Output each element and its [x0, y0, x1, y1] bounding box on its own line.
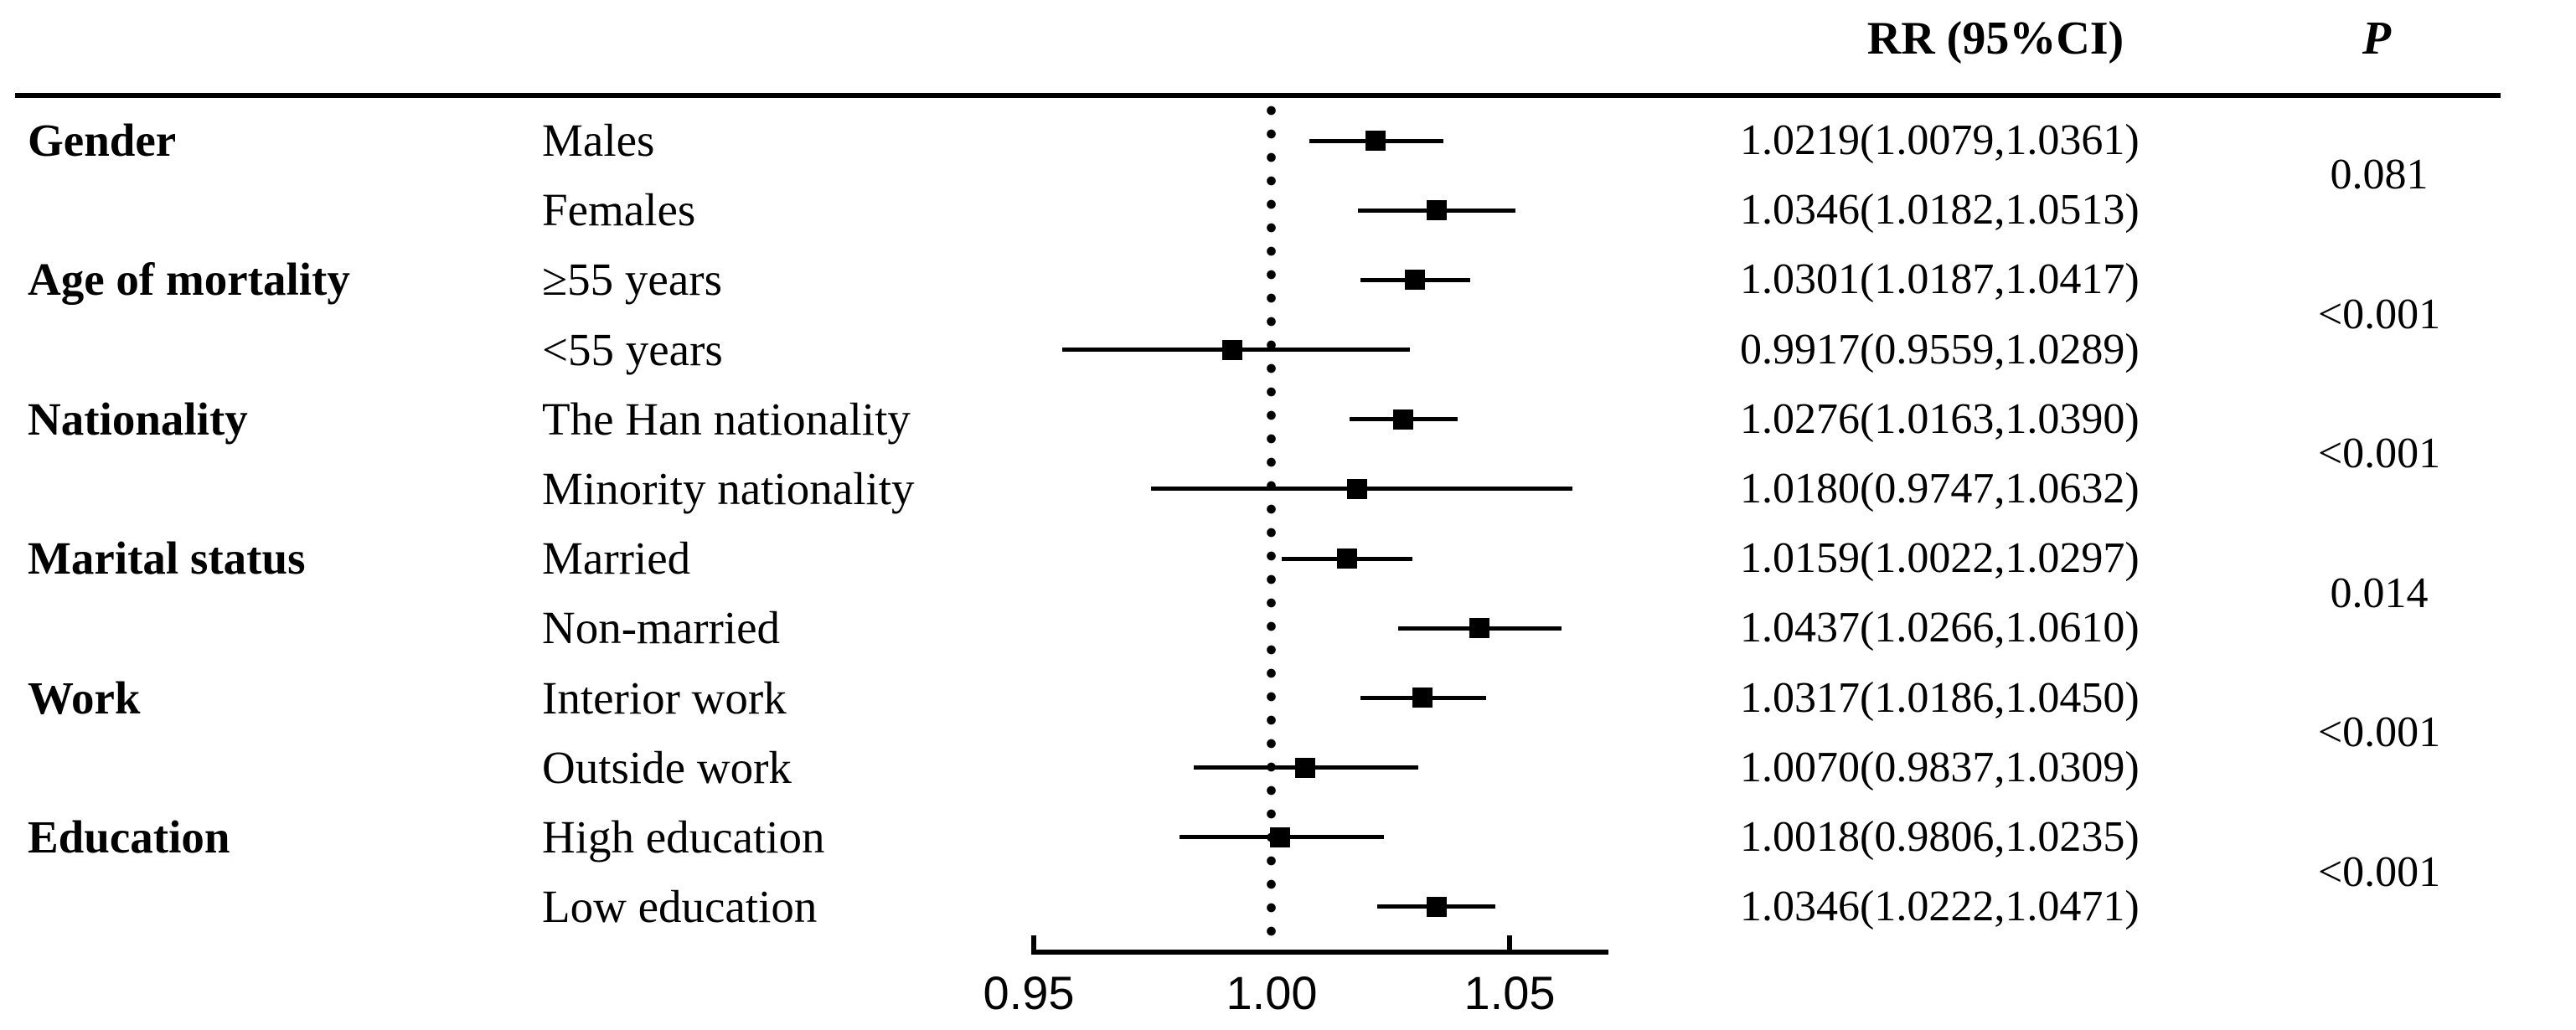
point-estimate-marker	[1427, 897, 1447, 917]
rr-value: 1.0437(1.0266,1.0610)	[1740, 604, 2140, 651]
point-estimate-marker	[1427, 200, 1447, 220]
point-estimate-marker	[1412, 688, 1433, 708]
point-estimate-marker	[1405, 270, 1425, 290]
point-estimate-marker	[1337, 548, 1357, 569]
header-rule	[15, 93, 2501, 98]
subgroup-label: Low education	[542, 881, 818, 932]
point-estimate-marker	[1270, 827, 1290, 847]
reference-line-dotted	[1267, 99, 1276, 950]
point-estimate-marker	[1347, 479, 1367, 499]
subgroup-label: ≥55 years	[542, 254, 722, 305]
p-value: <0.001	[2317, 848, 2441, 896]
rr-column-header: RR (95%CI)	[1866, 13, 2124, 64]
category-label-marital: Marital status	[28, 533, 306, 584]
rr-value: 1.0159(1.0022,1.0297)	[1740, 534, 2140, 582]
point-estimate-marker	[1393, 409, 1413, 430]
rr-value: 1.0317(1.0186,1.0450)	[1740, 674, 2140, 722]
subgroup-label: <55 years	[542, 324, 723, 375]
x-axis-tick-label: 1.00	[1226, 966, 1318, 1019]
rr-value: 1.0276(1.0163,1.0390)	[1740, 395, 2140, 443]
p-value: <0.001	[2317, 430, 2441, 477]
x-axis-tick-label: 1.05	[1464, 966, 1556, 1019]
point-estimate-marker	[1295, 758, 1315, 778]
point-estimate-marker	[1365, 131, 1386, 151]
category-label-age: Age of mortality	[28, 254, 350, 305]
subgroup-label: Males	[542, 115, 655, 166]
x-axis-tick-095	[1031, 935, 1036, 950]
p-value: <0.001	[2317, 708, 2441, 756]
point-estimate-marker	[1222, 340, 1242, 360]
x-axis-line	[1031, 950, 1608, 955]
subgroup-label: Outside work	[542, 742, 792, 793]
p-value: <0.001	[2317, 291, 2441, 338]
p-column-header: P	[2362, 13, 2392, 64]
subgroup-label: Non-married	[542, 602, 781, 653]
subgroup-label: The Han nationality	[542, 394, 911, 445]
category-label-education: Education	[28, 811, 230, 863]
p-value: 0.014	[2330, 569, 2429, 617]
rr-value: 0.9917(0.9559,1.0289)	[1740, 326, 2140, 373]
rr-value: 1.0070(0.9837,1.0309)	[1740, 744, 2140, 791]
x-axis-tick-label: 0.95	[983, 966, 1075, 1019]
rr-value: 1.0346(1.0182,1.0513)	[1740, 186, 2140, 234]
rr-value: 1.0301(1.0187,1.0417)	[1740, 255, 2140, 303]
rr-value: 1.0180(0.9747,1.0632)	[1740, 465, 2140, 512]
rr-value: 1.0219(1.0079,1.0361)	[1740, 116, 2140, 164]
category-label-work: Work	[28, 672, 141, 724]
category-label-gender: Gender	[28, 115, 177, 166]
subgroup-label: Married	[542, 533, 691, 584]
rr-value: 1.0346(1.0222,1.0471)	[1740, 883, 2140, 930]
subgroup-label: High education	[542, 811, 825, 863]
subgroup-label: Minority nationality	[542, 463, 915, 514]
subgroup-label: Females	[542, 184, 696, 235]
category-label-nationality: Nationality	[28, 394, 248, 445]
subgroup-label: Interior work	[542, 672, 787, 724]
p-value: 0.081	[2330, 151, 2429, 198]
rr-value: 1.0018(0.9806,1.0235)	[1740, 813, 2140, 861]
point-estimate-marker	[1469, 618, 1489, 638]
x-axis-tick-105	[1507, 935, 1512, 950]
